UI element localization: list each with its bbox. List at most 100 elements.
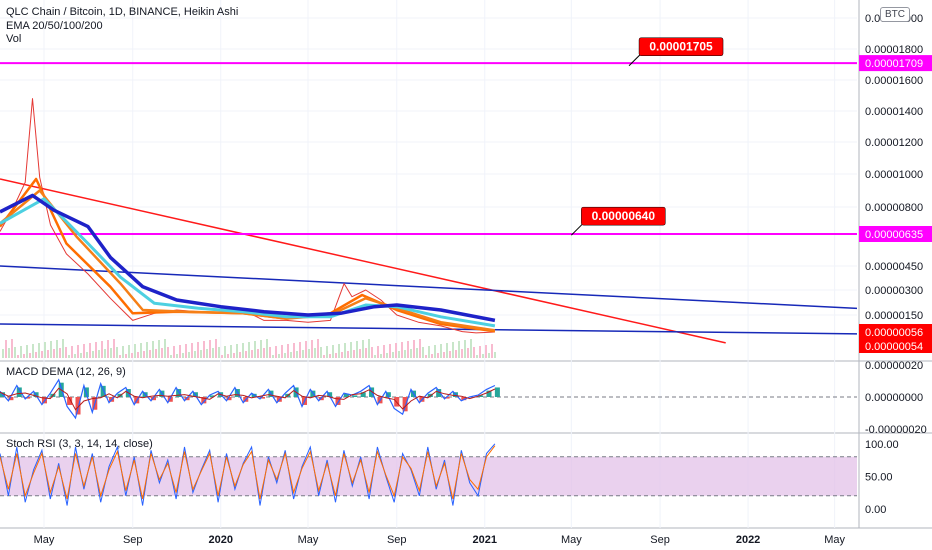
volume-bar <box>173 346 175 358</box>
oscillator-series <box>0 378 857 506</box>
macd-y-tick-label: 0.00000000 <box>865 392 923 404</box>
volume-bar <box>77 345 79 358</box>
macd-histogram-bar <box>67 397 73 405</box>
chart-title: QLC Chain / Bitcoin, 1D, BINANCE, Heikin… <box>6 6 239 18</box>
volume-bar <box>134 344 136 358</box>
volume-bar <box>242 343 244 358</box>
volume-bar <box>323 355 325 358</box>
volume-bar <box>110 348 112 358</box>
ema-legend[interactable]: EMA 20/50/100/200 <box>6 20 103 32</box>
volume-bar <box>236 344 238 358</box>
volume-bar <box>473 347 475 358</box>
volume-bar <box>47 350 49 358</box>
macd-legend[interactable]: MACD DEMA (12, 26, 9) <box>6 366 126 378</box>
volume-bar <box>200 350 202 358</box>
callout-box <box>638 37 724 56</box>
stoch-y-tick-label: 0.00 <box>865 504 886 516</box>
x-tick-label: May <box>561 534 582 546</box>
volume-bar <box>179 345 181 358</box>
macd-histogram-bar <box>335 397 341 405</box>
volume-bar <box>44 342 46 358</box>
volume-bar <box>125 354 127 358</box>
price-axis-tag <box>859 338 932 353</box>
volume-bar <box>20 346 22 358</box>
panels <box>0 0 932 529</box>
volume-bar <box>92 351 94 358</box>
volume-bar <box>32 344 34 358</box>
volume-bar <box>245 351 247 358</box>
volume-bar <box>98 350 100 358</box>
volume-bar <box>482 354 484 358</box>
volume-bar <box>101 341 103 358</box>
vol-legend[interactable]: Vol <box>6 33 22 45</box>
volume-bar <box>341 352 343 358</box>
volume-bar <box>257 349 259 358</box>
volume-bar <box>2 349 4 358</box>
y-tick-label: 0.00000800 <box>865 202 923 214</box>
volume-bar <box>164 339 166 358</box>
volume-bar <box>413 340 415 358</box>
volume-bar <box>53 349 55 358</box>
volume-bar <box>404 350 406 358</box>
volume-bar <box>215 339 217 358</box>
volume-bar <box>308 349 310 358</box>
volume-bar <box>302 350 304 358</box>
macd-histogram-bar <box>343 393 349 397</box>
macd-y-tick-label: -0.00000020 <box>865 424 927 436</box>
volume-bar <box>389 344 391 358</box>
volume-bar <box>227 354 229 358</box>
volume-bar <box>38 343 40 358</box>
volume-bar <box>494 352 496 358</box>
volume-bar <box>284 353 286 358</box>
volume-bar <box>416 348 418 358</box>
macd-line <box>0 378 496 420</box>
volume-bar <box>158 340 160 358</box>
volume-bar <box>5 340 7 358</box>
volume-bar <box>311 340 313 358</box>
x-tick-label: 2021 <box>473 534 497 546</box>
volume-bar <box>155 349 157 358</box>
volume-bar <box>56 340 58 358</box>
volume-bar <box>317 339 319 358</box>
volume-bar <box>41 351 43 358</box>
volume-bar <box>107 340 109 358</box>
volume-bar <box>410 349 412 358</box>
volume-bar <box>89 343 91 358</box>
volume-bar <box>254 341 256 358</box>
volume-bar <box>251 350 253 358</box>
volume-bar <box>329 354 331 358</box>
volume-bar <box>296 351 298 358</box>
volume-bar <box>23 354 25 358</box>
stoch-legend[interactable]: Stoch RSI (3, 3, 14, 14, close) <box>6 438 153 450</box>
volume-bar <box>461 349 463 358</box>
macd-histogram-bar <box>150 397 157 401</box>
macd-histogram-bar <box>201 397 207 404</box>
series-price <box>0 98 495 334</box>
volume-bar <box>314 348 316 358</box>
macd-histogram-bar <box>486 390 492 397</box>
price-axis-label: 0.00000054 <box>865 341 923 353</box>
volume-bar <box>8 348 10 358</box>
macd-histogram-bar <box>226 397 232 401</box>
volume-bar <box>203 341 205 358</box>
macd-histogram-bar <box>494 387 500 397</box>
currency-badge[interactable]: BTC <box>880 7 910 22</box>
macd-histogram-bar <box>385 392 391 397</box>
volume-bar <box>377 346 379 358</box>
volume-bar <box>434 345 436 358</box>
macd-histogram-bar <box>478 395 484 397</box>
volume-bar <box>455 350 457 358</box>
volume-bar <box>128 345 130 358</box>
volume-bar <box>182 353 184 358</box>
volume-bar <box>332 345 334 358</box>
volume-bar <box>278 354 280 358</box>
macd-histogram-bar <box>16 387 22 397</box>
volume-bar <box>422 347 424 358</box>
volume-bar <box>212 348 214 358</box>
volume-bar <box>119 355 121 358</box>
volume-bar <box>395 343 397 358</box>
volume-bar <box>26 345 28 358</box>
trendline <box>0 265 858 310</box>
x-tick-label: May <box>824 534 845 546</box>
